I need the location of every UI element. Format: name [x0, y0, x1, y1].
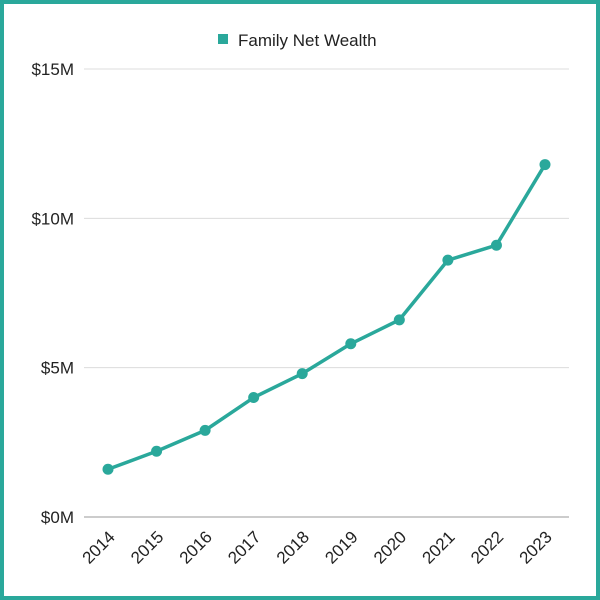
x-tick-label: 2019 [321, 527, 361, 567]
x-tick-label: 2020 [370, 527, 410, 567]
x-axis-ticks: 2014 2015 2016 2017 2018 2019 2020 2021 2022 2023 [79, 527, 556, 567]
series-line [106, 162, 547, 471]
legend-swatch [218, 34, 228, 44]
x-tick-label: 2017 [224, 527, 264, 567]
y-axis-ticks: $0M $5M $10M $15M [31, 60, 74, 527]
y-tick-label: $0M [41, 508, 74, 527]
data-point [199, 424, 211, 436]
data-point [490, 239, 502, 251]
y-tick-label: $15M [31, 60, 74, 79]
x-tick-label: 2016 [176, 527, 216, 567]
legend: Family Net Wealth [218, 31, 377, 50]
data-point [345, 338, 357, 350]
x-tick-label: 2021 [419, 527, 459, 567]
x-tick-label: 2015 [127, 527, 167, 567]
data-point [539, 159, 551, 171]
series-layer [102, 159, 551, 475]
y-tick-label: $5M [41, 359, 74, 378]
data-point [102, 463, 114, 475]
data-point [393, 314, 405, 326]
legend-label: Family Net Wealth [238, 31, 377, 50]
data-point [442, 254, 454, 266]
y-tick-label: $10M [31, 209, 74, 228]
data-point [151, 445, 163, 457]
x-tick-label: 2014 [79, 527, 119, 567]
data-point [296, 368, 308, 380]
gridlines [84, 68, 569, 518]
x-tick-label: 2023 [516, 527, 556, 567]
data-point [248, 392, 260, 404]
x-tick-label: 2022 [467, 527, 507, 567]
x-tick-label: 2018 [273, 527, 313, 567]
